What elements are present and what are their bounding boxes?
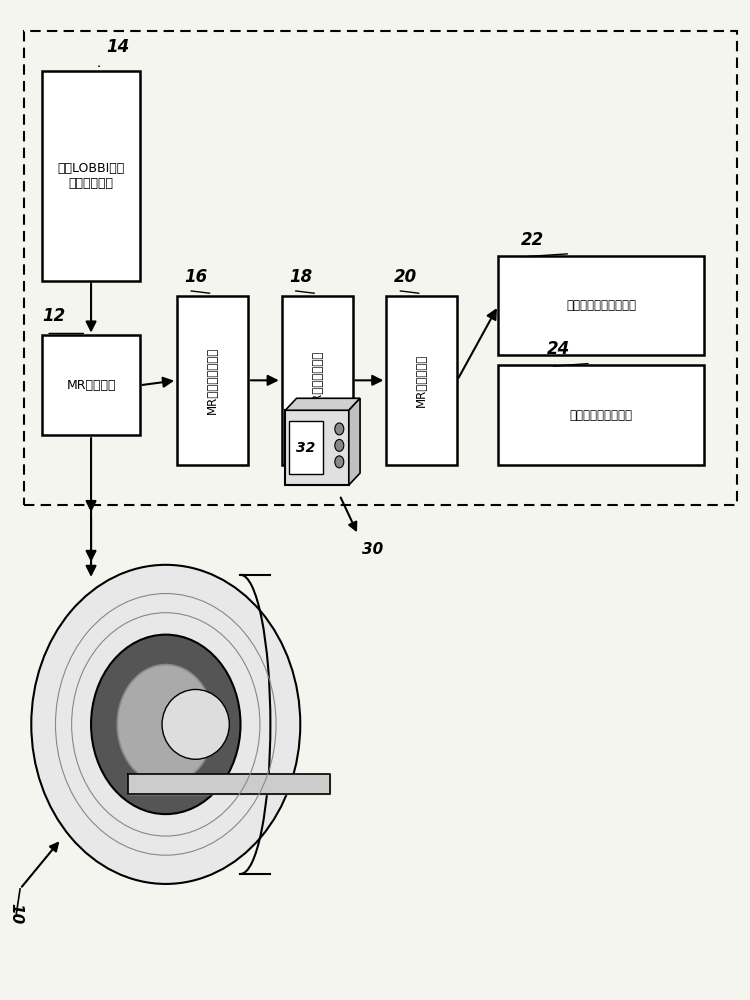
Bar bbox=[498, 365, 704, 465]
Text: 14: 14 bbox=[106, 38, 129, 56]
Polygon shape bbox=[128, 774, 330, 794]
Text: MR图像重建模块: MR图像重建模块 bbox=[310, 350, 323, 410]
Bar bbox=[24, 31, 737, 505]
Text: 血管腔控测量子模块: 血管腔控测量子模块 bbox=[569, 409, 632, 422]
Circle shape bbox=[334, 456, 344, 468]
Text: 30: 30 bbox=[362, 542, 383, 557]
Bar bbox=[285, 410, 349, 485]
Text: MR成像数据存储器: MR成像数据存储器 bbox=[206, 347, 219, 414]
Text: 24: 24 bbox=[547, 340, 570, 358]
Text: 16: 16 bbox=[184, 268, 208, 286]
Bar bbox=[386, 296, 458, 465]
Text: 32: 32 bbox=[296, 441, 316, 455]
Text: MR图像存储器: MR图像存储器 bbox=[416, 354, 428, 407]
Bar bbox=[289, 421, 323, 474]
Bar bbox=[498, 256, 704, 355]
Bar bbox=[177, 296, 248, 465]
Ellipse shape bbox=[32, 565, 300, 884]
Bar bbox=[43, 335, 140, 435]
Text: 18: 18 bbox=[289, 268, 312, 286]
Text: 20: 20 bbox=[394, 268, 417, 286]
Text: MR控制模块: MR控制模块 bbox=[66, 379, 116, 392]
Text: 图像可视化与分析模块: 图像可视化与分析模块 bbox=[566, 299, 636, 312]
Bar bbox=[43, 71, 140, 281]
Circle shape bbox=[334, 439, 344, 451]
Ellipse shape bbox=[162, 689, 230, 759]
Text: 12: 12 bbox=[43, 307, 66, 325]
Ellipse shape bbox=[91, 635, 241, 814]
Ellipse shape bbox=[117, 665, 214, 784]
Text: 22: 22 bbox=[520, 231, 544, 249]
Polygon shape bbox=[285, 398, 360, 410]
Text: 存储LOBBI脉冲
序列的存储器: 存储LOBBI脉冲 序列的存储器 bbox=[58, 162, 125, 190]
Text: 10: 10 bbox=[9, 903, 24, 924]
Bar bbox=[281, 296, 352, 465]
Polygon shape bbox=[349, 398, 360, 485]
Circle shape bbox=[334, 423, 344, 435]
